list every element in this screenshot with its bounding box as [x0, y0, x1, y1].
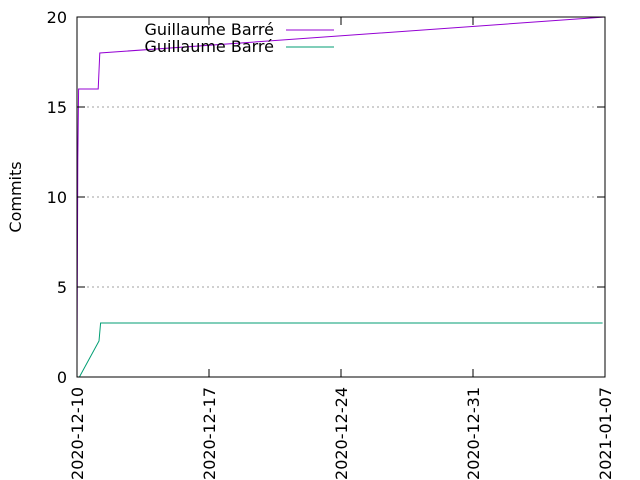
series-lines	[76, 16, 606, 378]
x-tick-label: 2021-01-07	[596, 387, 615, 480]
y-tick-label: 20	[47, 8, 67, 27]
gridlines	[77, 106, 605, 288]
y-axis-label: Commits	[6, 161, 25, 232]
axis-ticks	[76, 16, 606, 378]
x-tick-label: 2020-12-17	[200, 387, 219, 480]
legend-label-2: Guillaume Barré	[145, 37, 274, 56]
x-tick-label: 2020-12-31	[464, 387, 483, 480]
y-tick-labels: 0 5 10 15 20	[47, 8, 67, 387]
y-tick-label: 0	[57, 368, 67, 387]
x-tick-label: 2020-12-24	[332, 387, 351, 480]
y-tick-label: 15	[47, 98, 67, 117]
x-tick-labels: 2020-12-10 2020-12-17 2020-12-24 2020-12-31…	[68, 387, 615, 480]
series-line-1	[76, 16, 606, 360]
x-tick-label: 2020-12-10	[68, 387, 87, 480]
y-tick-label: 10	[47, 188, 67, 207]
legend-label-1: Guillaume Barré	[145, 20, 274, 39]
y-tick-label: 5	[57, 278, 67, 297]
series-line-2	[78, 322, 603, 378]
